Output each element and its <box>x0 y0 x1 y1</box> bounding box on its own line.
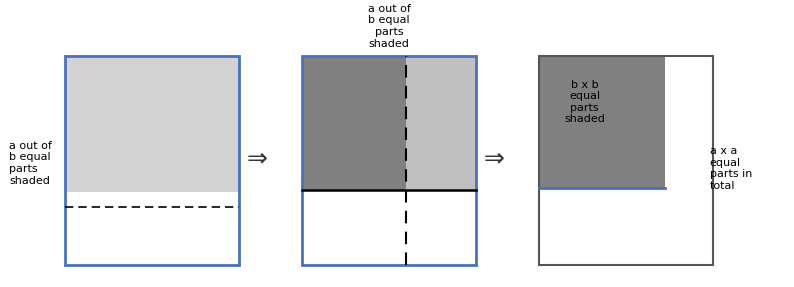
Text: b x b
equal
parts
shaded: b x b equal parts shaded <box>564 80 605 125</box>
Bar <box>539 56 665 188</box>
Text: a x a
equal
parts in
total: a x a equal parts in total <box>710 146 752 191</box>
Bar <box>64 56 239 265</box>
Bar <box>539 188 714 265</box>
Bar <box>64 56 239 192</box>
Text: ⇒: ⇒ <box>484 146 505 170</box>
Bar <box>64 192 239 265</box>
Bar <box>407 56 476 190</box>
Bar <box>302 56 476 265</box>
Bar <box>302 56 407 190</box>
Bar <box>539 56 714 265</box>
Bar <box>302 190 476 265</box>
Text: ⇒: ⇒ <box>246 146 268 170</box>
Bar <box>665 56 714 188</box>
Text: a out of
b equal
parts
shaded: a out of b equal parts shaded <box>10 141 52 186</box>
Text: a out of
b equal
parts
shaded: a out of b equal parts shaded <box>368 4 410 49</box>
